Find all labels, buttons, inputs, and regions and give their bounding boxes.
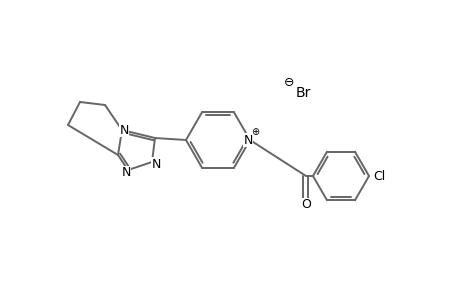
Text: ⊕: ⊕ bbox=[251, 127, 258, 137]
Text: N: N bbox=[151, 158, 160, 170]
Text: N: N bbox=[243, 134, 252, 146]
Text: O: O bbox=[300, 199, 310, 212]
Text: N: N bbox=[121, 167, 130, 179]
Text: Br: Br bbox=[295, 86, 311, 100]
Text: Cl: Cl bbox=[372, 169, 384, 182]
Text: N: N bbox=[119, 124, 129, 136]
Text: ⊖: ⊖ bbox=[283, 76, 294, 88]
